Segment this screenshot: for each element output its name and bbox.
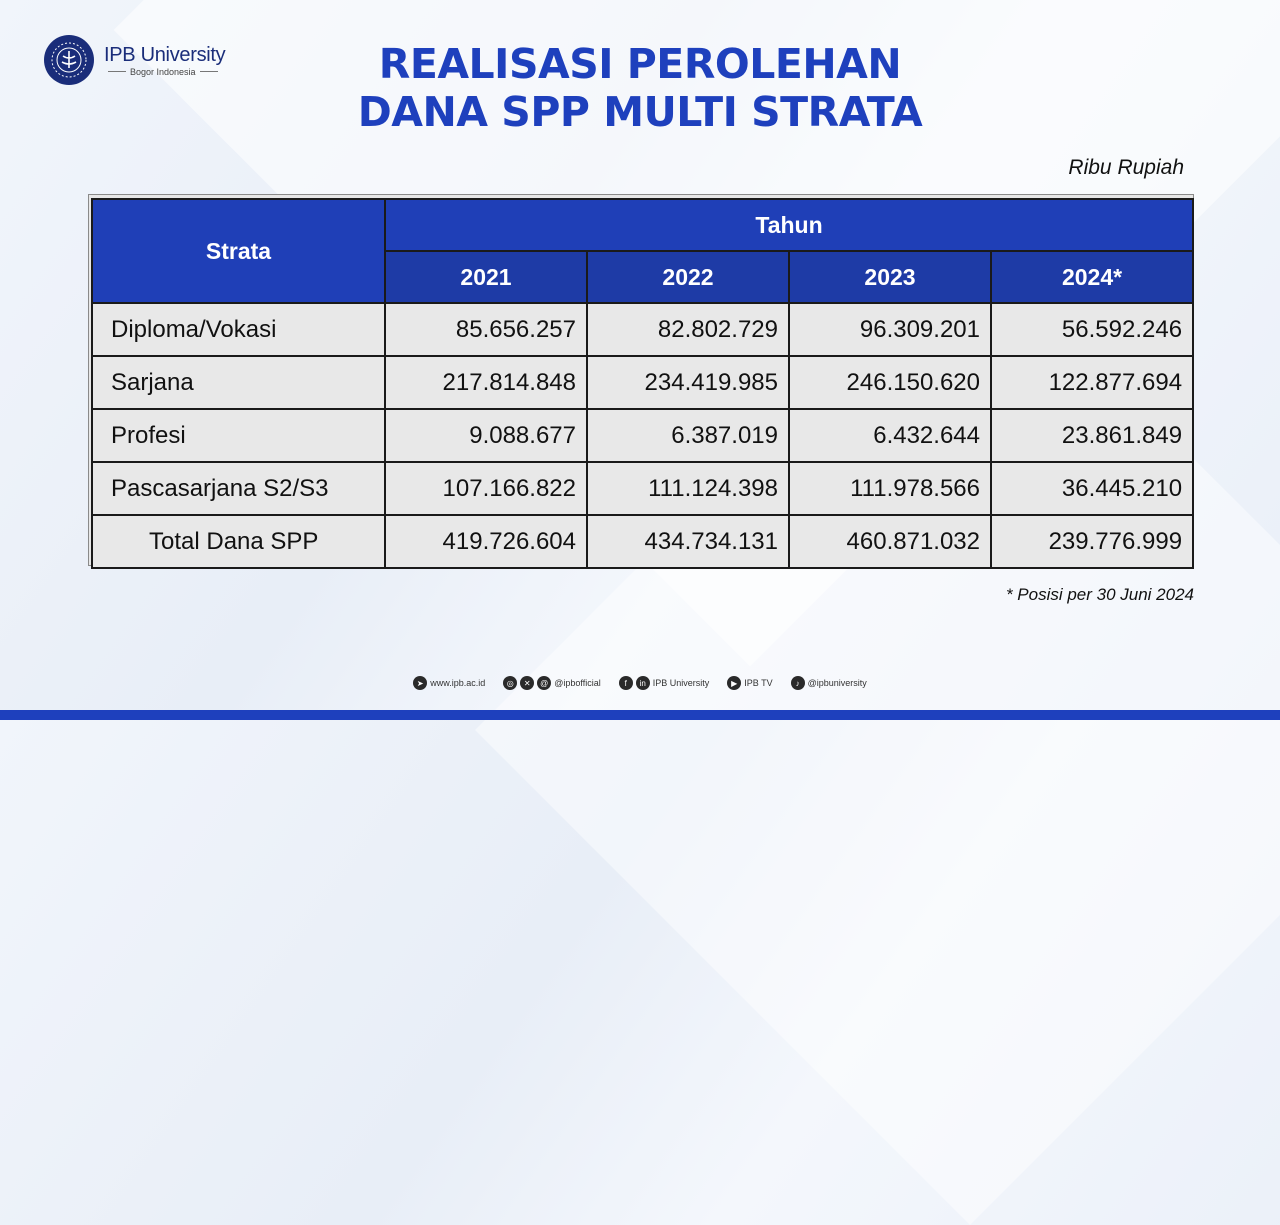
instagram-icon: ◎: [503, 676, 518, 690]
table-row: Pascasarjana S2/S3 107.166.822 111.124.3…: [91, 461, 1195, 516]
header-year: 2023: [788, 250, 992, 304]
footer-social-ipbofficial[interactable]: ◎ ✕ @ @ipbofficial: [503, 676, 601, 690]
table-cell: 56.592.246: [989, 302, 1195, 357]
table-cell: 122.877.694: [989, 355, 1195, 410]
footer-links: ➤ www.ipb.ac.id ◎ ✕ @ @ipbofficial f in …: [0, 676, 1280, 690]
footer-social-ipb-university[interactable]: f in IPB University: [618, 676, 710, 690]
spp-table: Strata Tahun 2021 2022 2023 2024* Diplom…: [91, 198, 1195, 569]
footer-social3-label: IPB TV: [744, 678, 773, 688]
header-year: 2022: [586, 250, 790, 304]
table-cell: 111.978.566: [788, 461, 992, 516]
page-title: REALISASI PEROLEHAN DANA SPP MULTI STRAT…: [0, 40, 1280, 136]
header-year: 2021: [384, 250, 588, 304]
title-line-1: REALISASI PEROLEHAN: [378, 40, 902, 88]
total-cell: 239.776.999: [989, 514, 1195, 569]
table-cell: 107.166.822: [384, 461, 588, 516]
x-icon: ✕: [520, 676, 535, 690]
total-cell: 419.726.604: [384, 514, 588, 569]
footer-social2-label: IPB University: [652, 678, 710, 688]
table-cell: 23.861.849: [989, 408, 1195, 463]
total-cell: 460.871.032: [788, 514, 992, 569]
title-line-2: DANA SPP MULTI STRATA: [357, 88, 923, 136]
header-year: 2024*: [989, 250, 1195, 304]
footnote: * Posisi per 30 Juni 2024: [1005, 585, 1194, 604]
table-cell: 9.088.677: [384, 408, 588, 463]
linkedin-icon: in: [635, 676, 650, 690]
total-label: Total Dana SPP: [91, 514, 386, 569]
youtube-icon: ▶: [727, 676, 742, 690]
brand-sub: Bogor Indonesia: [130, 66, 196, 77]
threads-icon: @: [537, 676, 552, 690]
facebook-icon: f: [618, 676, 633, 690]
table-row: Sarjana 217.814.848 234.419.985 246.150.…: [91, 355, 1195, 410]
header-tahun: Tahun: [383, 198, 1195, 252]
row-label: Diploma/Vokasi: [91, 302, 386, 357]
brand-name: IPB University: [104, 43, 226, 66]
bottom-bar: [0, 710, 1280, 720]
header-strata: Strata: [91, 198, 386, 304]
table-cell: 36.445.210: [989, 461, 1195, 516]
send-icon: ➤: [413, 676, 428, 690]
ipb-emblem-icon: [44, 35, 94, 85]
table-cell: 217.814.848: [384, 355, 588, 410]
ipb-logo: IPB University Bogor Indonesia: [44, 35, 226, 85]
table-cell: 85.656.257: [384, 302, 588, 357]
footer-social-ipb-tv[interactable]: ▶ IPB TV: [727, 676, 773, 690]
spp-table-container: Strata Tahun 2021 2022 2023 2024* Diplom…: [88, 194, 1195, 569]
footer-website-label: www.ipb.ac.id: [430, 678, 486, 688]
table-cell: 82.802.729: [586, 302, 790, 357]
table-cell: 96.309.201: [788, 302, 992, 357]
table-cell: 6.387.019: [586, 408, 790, 463]
footer-social-tiktok[interactable]: ♪ @ipbuniversity: [790, 676, 867, 690]
table-row: Diploma/Vokasi 85.656.257 82.802.729 96.…: [91, 302, 1195, 357]
table-cell: 246.150.620: [788, 355, 992, 410]
row-label: Pascasarjana S2/S3: [91, 461, 386, 516]
total-row: Total Dana SPP 419.726.604 434.734.131 4…: [91, 514, 1195, 569]
table-row: Profesi 9.088.677 6.387.019 6.432.644 23…: [91, 408, 1195, 463]
table-cell: 111.124.398: [586, 461, 790, 516]
row-label: Profesi: [91, 408, 386, 463]
unit-label: Ribu Rupiah: [1068, 156, 1184, 179]
footer-social1-label: @ipbofficial: [554, 678, 601, 688]
footer-website[interactable]: ➤ www.ipb.ac.id: [413, 676, 485, 690]
table-cell: 6.432.644: [788, 408, 992, 463]
table-cell: 234.419.985: [586, 355, 790, 410]
total-cell: 434.734.131: [586, 514, 790, 569]
footer-social4-label: @ipbuniversity: [807, 678, 867, 688]
tiktok-icon: ♪: [790, 676, 805, 690]
row-label: Sarjana: [91, 355, 386, 410]
